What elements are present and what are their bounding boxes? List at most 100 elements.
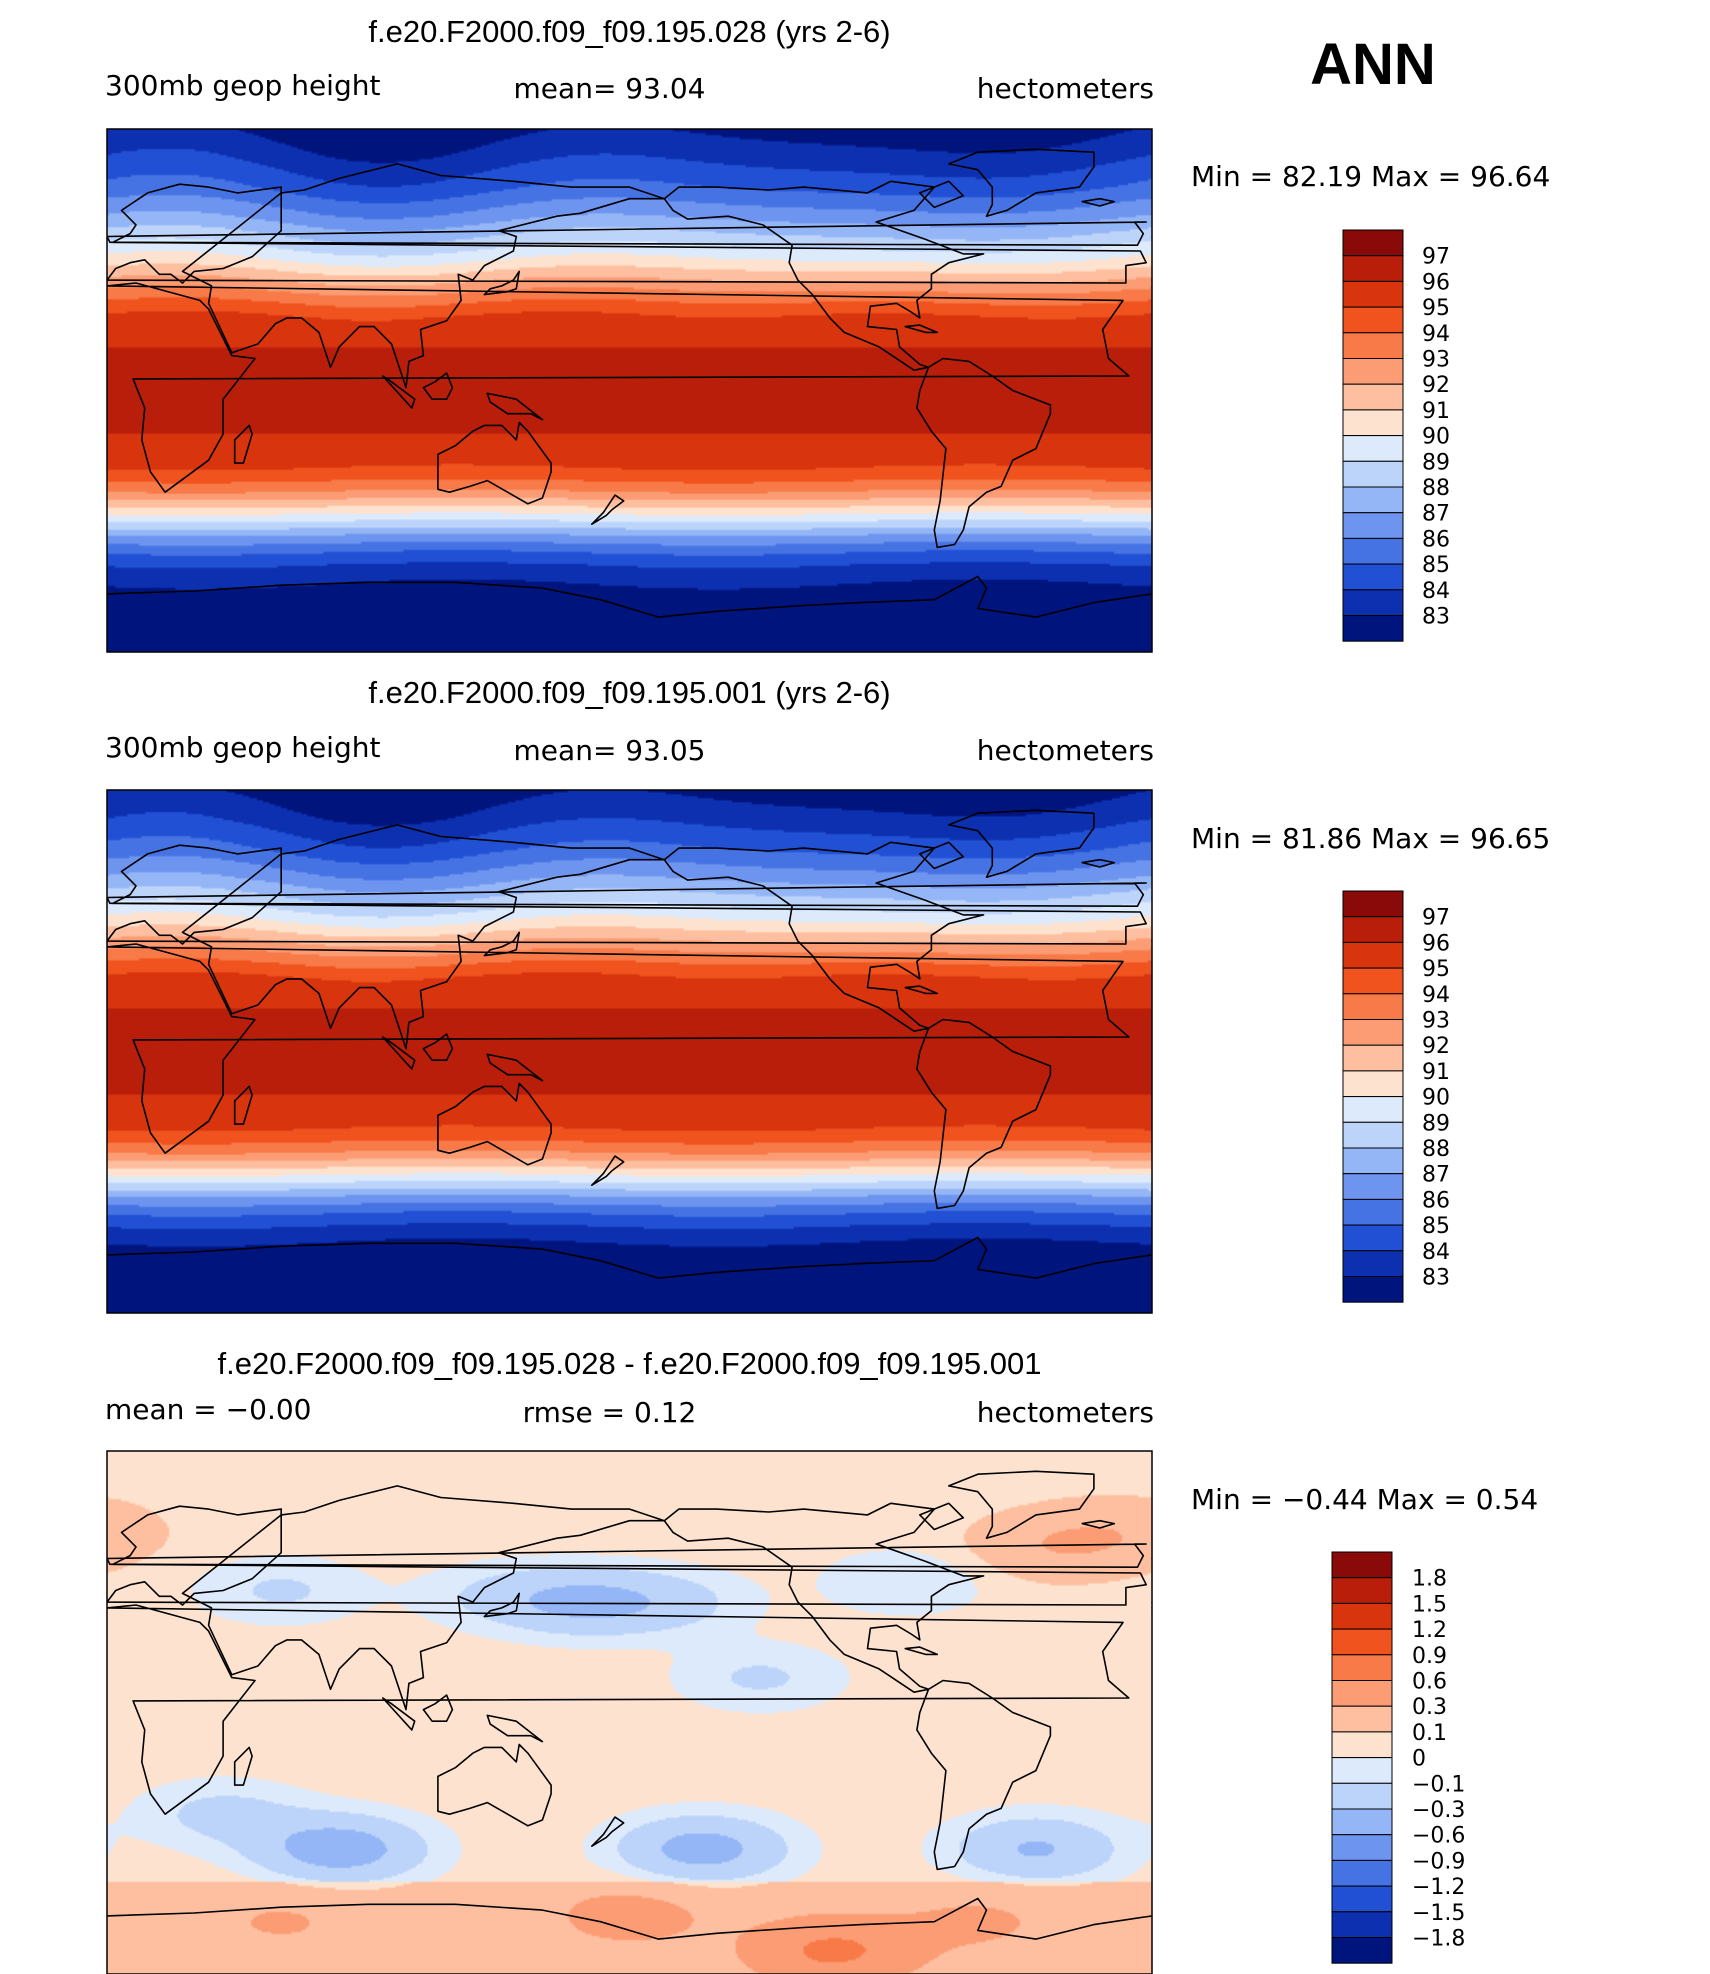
coastline-namerica bbox=[663, 1502, 985, 1693]
colorbar-tick-label: −1.8 bbox=[1412, 1927, 1465, 1952]
coastline-newguinea bbox=[1532, 393, 1587, 419]
colorbar-tick-label: 93 bbox=[1422, 348, 1450, 373]
panel-units-label: hectometers bbox=[977, 1396, 1154, 1429]
coastline-samerica bbox=[0, 359, 5, 548]
colorbar-swatch bbox=[1342, 1250, 1404, 1278]
coastline-newguinea bbox=[486, 392, 544, 421]
coastline-uk bbox=[1151, 235, 1152, 239]
colorbar-swatch bbox=[1342, 1276, 1404, 1303]
colorbar-swatch bbox=[1331, 1680, 1393, 1707]
colorbar-swatch bbox=[1342, 1173, 1404, 1200]
coastline-greenland bbox=[947, 148, 1095, 217]
coastline-africa bbox=[107, 1604, 1130, 1815]
coastline-australia bbox=[437, 1082, 552, 1166]
coastline-uk bbox=[0, 1544, 101, 1567]
colorbar-swatch bbox=[1342, 1147, 1404, 1175]
colorbar-tick-label: 87 bbox=[1422, 502, 1450, 527]
colorbar-swatch bbox=[1331, 1834, 1393, 1861]
colorbar-swatch bbox=[1342, 409, 1404, 437]
colorbar-tick-label: 92 bbox=[1422, 373, 1450, 398]
colorbar-swatch bbox=[1342, 383, 1404, 411]
colorbar-tick-label: 85 bbox=[1422, 553, 1450, 578]
panel-units-label: hectometers bbox=[977, 734, 1154, 767]
colorbar-tick-label: −0.6 bbox=[1412, 1824, 1465, 1849]
colorbar-tick-label: 0 bbox=[1412, 1747, 1426, 1772]
colorbar-swatch bbox=[1342, 280, 1404, 308]
colorbar-tick-label: 0.6 bbox=[1412, 1670, 1447, 1695]
colorbar-swatch bbox=[1342, 1198, 1404, 1226]
colorbar-swatch bbox=[1331, 1937, 1393, 1964]
colorbar-tick-label: 92 bbox=[1422, 1034, 1450, 1059]
colorbar-tick-label: 83 bbox=[1422, 1266, 1450, 1291]
panel-2: f.e20.F2000.f09_f09.195.001 (yrs 2-6) 300… bbox=[0, 675, 1710, 1314]
coastline-japan bbox=[483, 1592, 521, 1618]
coastline-japan bbox=[1529, 271, 1564, 294]
colorbar-tick-label: 94 bbox=[1422, 322, 1450, 347]
panel-center-label: rmse = 0.12 bbox=[523, 1396, 697, 1429]
coastline-borneo bbox=[1468, 373, 1497, 399]
colorbar-tick-label: 95 bbox=[1422, 957, 1450, 982]
colorbar-tick-label: 91 bbox=[1422, 399, 1450, 424]
colorbar-swatch bbox=[1342, 967, 1404, 995]
colorbar-tick-label: 89 bbox=[1422, 450, 1450, 475]
colorbar-tick-label: 0.9 bbox=[1412, 1644, 1447, 1669]
colorbar-tick-label: 94 bbox=[1422, 983, 1450, 1008]
colorbar-swatch bbox=[1342, 1070, 1404, 1098]
coastline-madagascar bbox=[233, 1746, 253, 1786]
panel-title: f.e20.F2000.f09_f09.195.001 (yrs 2-6) bbox=[368, 675, 890, 710]
coastline-greenland bbox=[0, 810, 49, 877]
coastline-greenland bbox=[0, 1471, 49, 1538]
coastline-borneo bbox=[1468, 1695, 1497, 1721]
coastlines bbox=[0, 148, 1587, 618]
coastline-samerica bbox=[916, 357, 1052, 549]
coastline-asia bbox=[1228, 825, 1710, 1049]
panel-1: f.e20.F2000.f09_f09.195.028 (yrs 2-6) 300… bbox=[0, 14, 1587, 653]
coastline-namerica bbox=[663, 180, 985, 372]
colorbar-tick-label: −0.3 bbox=[1412, 1798, 1465, 1823]
colorbar-swatch bbox=[1342, 486, 1404, 514]
coastline-africa bbox=[0, 944, 84, 1153]
coastline-sumatra bbox=[381, 1036, 416, 1070]
coastline-antarctica bbox=[107, 1254, 108, 1256]
panel-left-label: 300mb geop height bbox=[105, 731, 380, 764]
colorbar-swatch bbox=[1331, 1705, 1393, 1733]
coastline-antarctica bbox=[107, 1236, 1152, 1279]
colorbar-tick-label: 0.1 bbox=[1412, 1721, 1447, 1746]
coastline-greenland bbox=[947, 1470, 1095, 1539]
coastline-baffin bbox=[918, 1502, 965, 1531]
coastline-australia bbox=[1483, 1084, 1596, 1165]
coastline-borneo bbox=[422, 372, 454, 401]
colorbar-tick-label: 90 bbox=[1422, 1086, 1450, 1111]
panel-left-label: mean = −0.00 bbox=[105, 1393, 311, 1426]
colorbar-tick-label: 96 bbox=[1422, 931, 1450, 956]
coastline-nz bbox=[1637, 1817, 1669, 1846]
colorbar-swatch bbox=[1331, 1782, 1393, 1810]
coastline-iceland bbox=[37, 1521, 69, 1528]
colorbar-swatch bbox=[1331, 1885, 1393, 1913]
colorbar-tick-label: 1.5 bbox=[1412, 1592, 1447, 1617]
coastline-baffin bbox=[918, 180, 965, 209]
panel-minmax-label: Min = 82.19 Max = 96.64 bbox=[1191, 160, 1550, 193]
coastline-uk bbox=[107, 882, 1147, 908]
coastline-asia bbox=[181, 1485, 666, 1711]
colorbar-tick-label: 89 bbox=[1422, 1111, 1450, 1136]
colorbar-swatch bbox=[1342, 1044, 1404, 1072]
panel-title: f.e20.F2000.f09_f09.195.028 (yrs 2-6) bbox=[368, 14, 890, 49]
coastline-europe bbox=[0, 845, 101, 944]
colorbar-swatch bbox=[1342, 941, 1404, 969]
coastline-cuba bbox=[904, 985, 939, 995]
coastline-uk bbox=[1151, 1557, 1152, 1561]
coastline-africa bbox=[0, 283, 84, 492]
colorbar-tick-label: −0.1 bbox=[1412, 1772, 1465, 1797]
coastline-samerica bbox=[916, 1018, 1052, 1210]
panel-title: f.e20.F2000.f09_f09.195.028 - f.e20.F200… bbox=[218, 1346, 1042, 1381]
panel-minmax-label: Min = −0.44 Max = 0.54 bbox=[1191, 1483, 1538, 1516]
coastline-japan bbox=[1529, 932, 1564, 955]
coastline-samerica bbox=[0, 1020, 5, 1209]
coastline-antarctica bbox=[107, 1897, 1152, 1940]
colorbar-swatch bbox=[1342, 563, 1404, 591]
colorbar-tick-label: 93 bbox=[1422, 1009, 1450, 1034]
